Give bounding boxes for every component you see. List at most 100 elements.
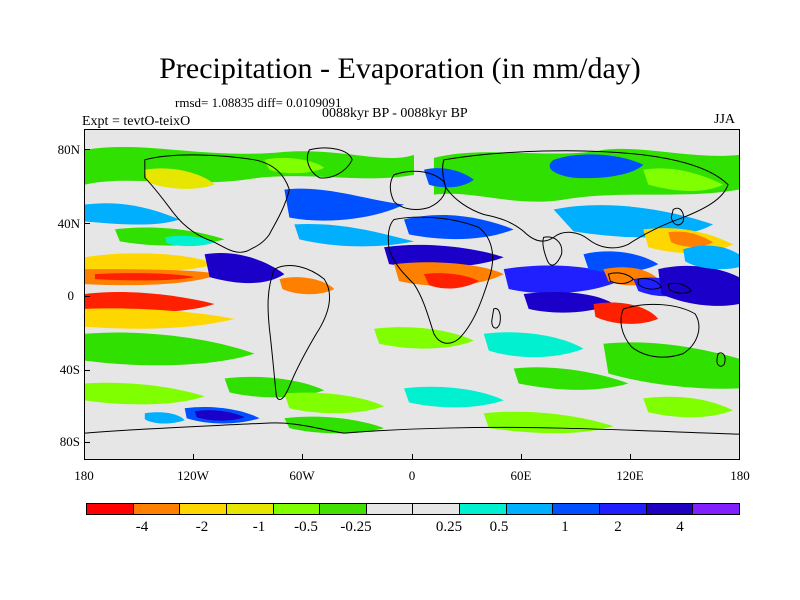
y-tick-label: 80S <box>59 434 80 449</box>
colorbar-label: -0.25 <box>340 519 372 535</box>
colorbar-swatch <box>87 504 134 514</box>
field-region <box>643 168 724 192</box>
y-tick-mark <box>84 442 90 443</box>
field-region <box>85 147 414 185</box>
field-region <box>583 251 659 273</box>
colorbar-swatch <box>646 504 694 514</box>
coastline-europe <box>389 170 446 210</box>
field-region <box>549 154 644 179</box>
field-region <box>94 273 195 281</box>
field-region <box>603 342 739 389</box>
precipitation-map <box>85 147 739 435</box>
coastline-madagascar <box>491 308 501 329</box>
x-tick-label: 60W <box>289 468 315 483</box>
field-region <box>384 244 504 268</box>
field-region <box>224 376 325 398</box>
anomaly-fields <box>85 147 739 434</box>
y-tick-mark <box>84 370 90 371</box>
coastline-north-america <box>144 154 290 253</box>
field-region <box>513 367 629 390</box>
field-region <box>374 327 474 349</box>
field-region <box>683 245 739 270</box>
field-region <box>85 332 255 366</box>
coastline-japan <box>670 207 685 226</box>
coastline-new-zealand <box>716 352 726 367</box>
colorbar-label: 2 <box>614 519 622 535</box>
field-region <box>85 203 180 225</box>
colorbar-swatch <box>413 504 461 514</box>
field-region <box>85 308 235 329</box>
colorbar-label: -4 <box>135 519 149 535</box>
colorbar <box>86 503 740 515</box>
x-tick-label: 60E <box>510 468 532 483</box>
x-tick-mark <box>412 454 413 460</box>
coastline-indonesia <box>607 272 692 294</box>
colorbar-label: -1 <box>252 519 266 535</box>
x-tick-mark <box>193 454 194 460</box>
colorbar-swatch <box>273 504 321 514</box>
y-tick-label: 40S <box>59 362 80 377</box>
colorbar-label: 0.25 <box>435 519 463 535</box>
x-tick-label: 120E <box>616 468 644 483</box>
colorbar-label: 4 <box>676 519 684 535</box>
stats-label: rmsd= 1.08835 diff= 0.0109091 <box>175 95 342 110</box>
field-region <box>423 168 474 188</box>
colorbar-swatch <box>600 504 647 514</box>
colorbar-swatch <box>553 504 601 514</box>
field-region <box>503 265 624 294</box>
colorbar-label: 1 <box>561 519 569 535</box>
field-region <box>144 168 215 189</box>
coastlines <box>85 147 739 435</box>
coastline-antarctica <box>85 422 739 435</box>
x-tick-label: 0 <box>408 468 416 483</box>
coastline-eurasia <box>442 150 729 249</box>
field-region <box>284 188 405 221</box>
field-region <box>264 157 325 174</box>
y-tick-mark <box>84 223 90 224</box>
coastline-greenland <box>306 147 353 179</box>
coastline-africa <box>387 216 494 344</box>
field-region <box>523 292 614 313</box>
coastline-south-america <box>267 265 331 400</box>
x-tick-mark <box>630 454 631 460</box>
field-region <box>668 231 714 247</box>
field-region <box>423 273 479 289</box>
y-tick-mark <box>84 296 90 297</box>
map-plot-area <box>84 129 740 460</box>
colorbar-label: -0.5 <box>294 519 318 535</box>
colorbar-swatch <box>133 504 181 514</box>
colorbar-swatch <box>226 504 274 514</box>
field-region <box>284 416 385 434</box>
map-title: Precipitation - Evaporation (in mm/day) <box>159 52 641 85</box>
field-region <box>593 302 659 324</box>
y-tick-label: 0 <box>67 288 75 303</box>
field-region <box>194 410 245 421</box>
colorbar-swatch <box>366 504 414 514</box>
coastline-india <box>542 236 563 266</box>
x-tick-mark <box>521 454 522 460</box>
field-region <box>284 392 385 414</box>
field-region <box>85 292 215 313</box>
y-tick-mark <box>84 149 90 150</box>
x-tick-label: 120W <box>177 468 209 483</box>
colorbar-swatch <box>320 504 367 514</box>
experiment-label: Expt = tevtO-teixO <box>82 114 191 129</box>
field-region <box>204 252 285 284</box>
colorbar-swatch <box>506 504 554 514</box>
x-tick-label: 180 <box>74 468 94 483</box>
y-tick-label: 80N <box>57 142 80 157</box>
field-region <box>85 382 205 405</box>
coastline-australia <box>620 303 700 358</box>
colorbar-swatch <box>693 504 739 514</box>
field-region <box>164 235 215 247</box>
colorbar-swatch <box>180 504 227 514</box>
field-region <box>483 332 584 358</box>
colorbar-label: 0.5 <box>489 519 509 535</box>
period-subtitle: 0088kyr BP - 0088kyr BP <box>322 106 468 121</box>
field-region <box>404 214 514 240</box>
x-tick-mark <box>302 454 303 460</box>
field-region <box>643 396 734 418</box>
colorbar-swatch <box>460 504 507 514</box>
y-tick-label: 40N <box>57 216 80 231</box>
season-label: JJA <box>714 112 736 127</box>
